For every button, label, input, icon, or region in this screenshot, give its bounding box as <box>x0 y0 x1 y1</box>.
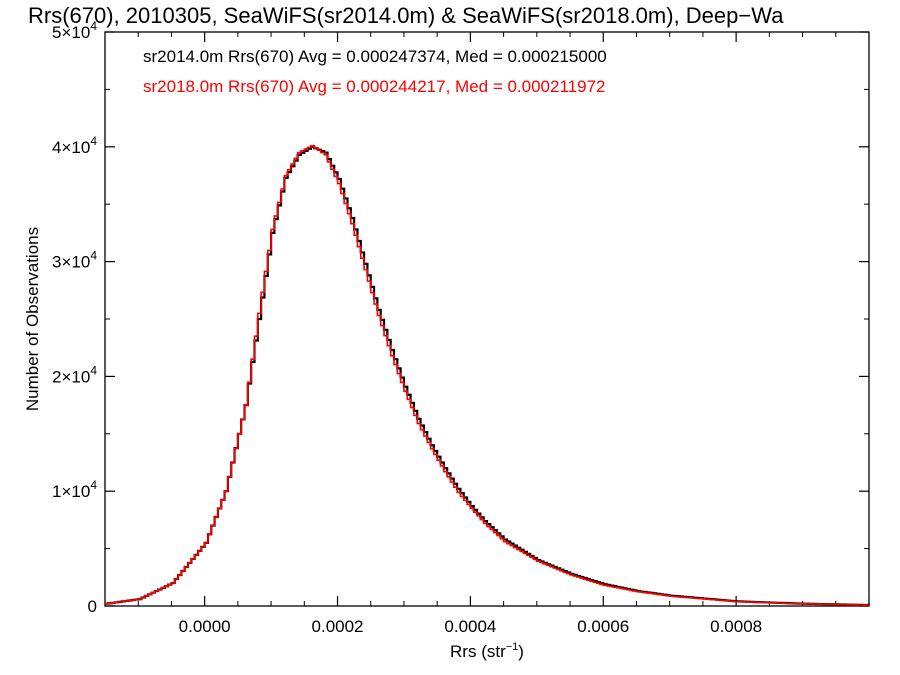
x-tick-label: 0.0000 <box>179 617 231 636</box>
y-tick-label: 3×104 <box>52 249 97 272</box>
y-tick-label: 2×104 <box>52 363 97 386</box>
series-lines <box>105 144 871 607</box>
x-tick-label: 0.0008 <box>710 617 762 636</box>
y-tick-label: 1×104 <box>52 478 97 501</box>
y-tick-mantissa: 3×10 <box>52 253 90 272</box>
series-line-sr2014 <box>105 145 871 607</box>
plot-frame <box>104 31 870 607</box>
legend-entry-sr2018: sr2018.0m Rrs(670) Avg = 0.000244217, Me… <box>143 77 605 96</box>
y-tick-exponent: 4 <box>90 363 97 377</box>
x-axis: 0.0000 0.0002 0.0004 0.0006 0.0008 <box>137 32 837 636</box>
y-tick-exponent: 4 <box>90 134 97 148</box>
x-tick-label: 0.0002 <box>312 617 364 636</box>
y-tick-mantissa: 5×10 <box>52 23 90 42</box>
y-tick-mantissa: 1×10 <box>52 482 90 501</box>
x-axis-label-main: Rrs (str <box>450 642 506 661</box>
series-line-sr2018 <box>105 144 870 606</box>
x-axis-label-exponent: −1 <box>506 641 519 653</box>
y-tick-mantissa: 0 <box>88 597 97 616</box>
y-tick-mantissa: 4×10 <box>52 138 90 157</box>
x-axis-label: Rrs (str−1) <box>450 641 524 661</box>
y-tick-label: 5×104 <box>52 19 97 42</box>
x-tick-label: 0.0006 <box>577 617 629 636</box>
y-tick-label: 0 <box>88 597 97 616</box>
y-tick-label: 4×104 <box>52 134 97 157</box>
y-tick-mantissa: 2×10 <box>52 367 90 386</box>
x-axis-label-close: ) <box>518 642 524 661</box>
legend-entry-sr2014: sr2014.0m Rrs(670) Avg = 0.000247374, Me… <box>143 47 607 66</box>
chart-title: Rrs(670), 2010305, SeaWiFS(sr2014.0m) & … <box>28 3 784 28</box>
x-tick-label: 0.0004 <box>444 617 496 636</box>
y-axis-label: Number of Observations <box>23 227 42 411</box>
y-tick-exponent: 4 <box>90 249 97 263</box>
y-tick-exponent: 4 <box>90 19 97 33</box>
y-tick-exponent: 4 <box>90 478 97 492</box>
